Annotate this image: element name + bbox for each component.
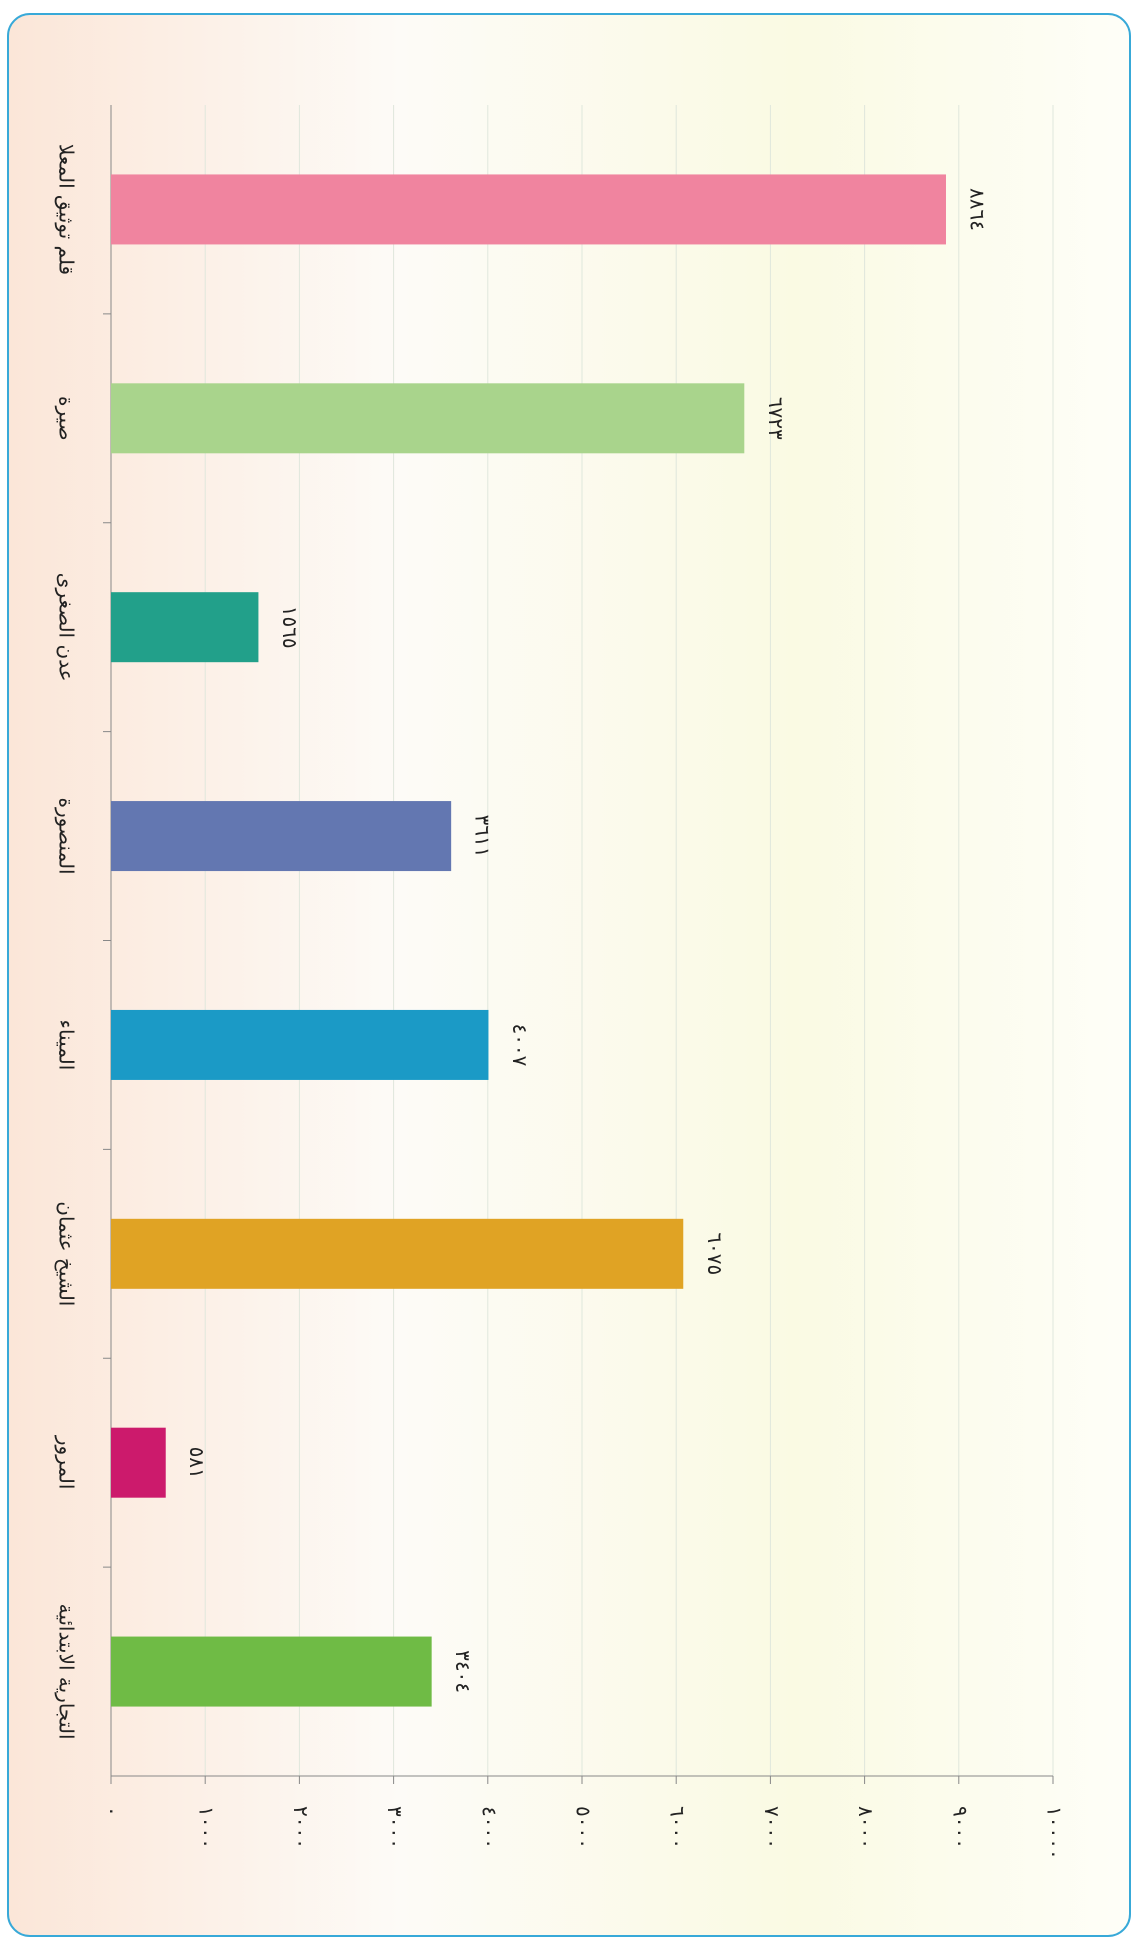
- x-tick-label: ٥٠٠٠: [572, 1806, 596, 1849]
- data-label: ٦٠٧٥: [703, 1232, 727, 1275]
- x-tick-label: ٨٠٠٠: [854, 1806, 878, 1849]
- data-label: ٤٠٠٧: [508, 1023, 532, 1066]
- data-label: ١٥٦٥: [278, 606, 302, 649]
- data-label: ٣٦١١: [471, 815, 495, 858]
- bar: [111, 1218, 684, 1289]
- y-tick-label: الشيخ عثمان: [55, 1201, 79, 1306]
- x-tick-label: ٣٠٠٠: [383, 1806, 407, 1849]
- x-tick-label: ١٠٠٠٠: [1043, 1806, 1067, 1860]
- y-tick-label: صيرة: [55, 396, 79, 441]
- bar: [111, 383, 745, 454]
- x-tick-label: ٢٠٠٠: [289, 1806, 313, 1849]
- x-tick-label: ٤٠٠٠: [477, 1806, 501, 1849]
- y-tick-label: قلم توثيق المعلا: [55, 144, 79, 275]
- x-tick-label: ١٠٠٠: [195, 1806, 219, 1849]
- data-label: ٥٨١: [185, 1447, 209, 1479]
- x-tick-label: ٠: [101, 1806, 125, 1817]
- data-label: ٨٨٦٤: [965, 188, 989, 231]
- data-label: ٦٧٢٣: [764, 397, 788, 440]
- data-label: ٣٤٠٤: [451, 1650, 475, 1693]
- bar: [111, 174, 946, 245]
- x-tick-label: ٧٠٠٠: [760, 1806, 784, 1849]
- y-tick-label: التجارية الابتدائية: [55, 1604, 79, 1740]
- y-tick-label: المرور: [55, 1435, 79, 1490]
- y-tick-label: عدن الصغرى: [55, 573, 79, 682]
- bar: [111, 1427, 166, 1498]
- bar: [111, 1009, 489, 1080]
- bar: [111, 592, 259, 663]
- x-tick-label: ٦٠٠٠: [666, 1806, 690, 1849]
- bar: [111, 801, 452, 872]
- y-tick-label: المنصورة: [55, 798, 79, 875]
- frame: [7, 13, 1131, 1937]
- bar: [111, 1636, 432, 1707]
- y-tick-label: الميناء: [55, 1020, 79, 1071]
- x-tick-label: ٩٠٠٠: [948, 1806, 972, 1849]
